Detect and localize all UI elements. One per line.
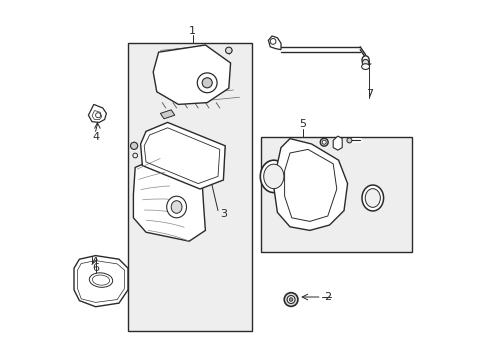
Ellipse shape (202, 78, 212, 88)
Text: 3: 3 (220, 209, 227, 219)
Ellipse shape (284, 293, 298, 306)
Ellipse shape (264, 164, 284, 189)
Text: 5: 5 (299, 119, 306, 129)
Polygon shape (153, 45, 231, 104)
Ellipse shape (365, 189, 380, 207)
Ellipse shape (322, 140, 326, 144)
Bar (128, 43, 252, 331)
Ellipse shape (167, 196, 187, 218)
Polygon shape (269, 36, 281, 50)
Polygon shape (274, 139, 347, 230)
Polygon shape (133, 157, 205, 241)
Text: 7: 7 (366, 89, 373, 99)
Text: 1: 1 (189, 26, 196, 36)
Ellipse shape (287, 296, 295, 303)
Text: 6: 6 (92, 263, 99, 273)
Ellipse shape (362, 56, 369, 64)
Ellipse shape (225, 47, 232, 54)
Ellipse shape (320, 138, 328, 146)
Ellipse shape (362, 64, 369, 69)
Ellipse shape (171, 201, 182, 213)
Ellipse shape (130, 142, 138, 149)
Polygon shape (88, 104, 106, 122)
Ellipse shape (260, 160, 287, 193)
Ellipse shape (197, 73, 217, 93)
Ellipse shape (362, 185, 384, 211)
Ellipse shape (363, 59, 369, 67)
Polygon shape (141, 122, 225, 189)
Polygon shape (74, 256, 128, 307)
Text: 4: 4 (92, 132, 99, 142)
Ellipse shape (89, 273, 113, 287)
Bar (261, 137, 413, 252)
Polygon shape (160, 110, 175, 119)
Ellipse shape (347, 138, 352, 143)
Polygon shape (333, 136, 342, 150)
Text: 2: 2 (324, 292, 331, 302)
Ellipse shape (289, 298, 293, 301)
